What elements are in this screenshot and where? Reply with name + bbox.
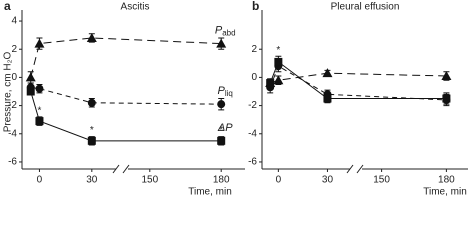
marker — [216, 38, 227, 48]
y-tick-label: 2 — [251, 44, 257, 55]
marker — [322, 68, 333, 78]
panel-letter: a — [4, 0, 11, 13]
marker — [274, 57, 283, 66]
x-tick-label: 180 — [213, 175, 230, 186]
figure: a Ascitis Time, min Pressure, cm H₂O -6 -4 -2 0… — [3, 0, 468, 198]
y-tick-label: -4 — [248, 128, 257, 139]
x-axis-title: Time, min — [423, 187, 467, 198]
x-tick-label: 30 — [86, 175, 98, 186]
series-line — [270, 72, 447, 84]
axis-break — [356, 164, 364, 174]
y-tick-label: -4 — [8, 128, 17, 139]
series-label-sub: abd — [222, 29, 235, 38]
marker — [26, 87, 35, 96]
y-tick-label: 4 — [11, 16, 17, 27]
significance-star: * — [38, 106, 42, 117]
marker — [87, 136, 96, 145]
y-tick-label: 0 — [11, 72, 17, 83]
significance-star: * — [90, 125, 94, 136]
y-tick-label: -2 — [8, 100, 17, 111]
series-line — [30, 86, 222, 105]
marker — [266, 79, 275, 88]
marker — [34, 38, 45, 48]
series-label-name: P — [215, 24, 223, 36]
y-tick-label: 2 — [11, 44, 17, 55]
marker — [35, 84, 44, 93]
series-label-sub: liq — [225, 89, 233, 98]
panel-title: Pleural effusion — [331, 2, 400, 13]
page: a Ascitis Time, min Pressure, cm H₂O -6 -4 -2 0… — [2, 0, 468, 198]
axis-break — [122, 164, 130, 174]
marker — [273, 75, 284, 85]
x-tick-label: 150 — [373, 175, 390, 186]
series-label: Pliq — [218, 85, 233, 98]
marker — [217, 100, 226, 109]
marker — [86, 32, 97, 42]
marker — [217, 136, 226, 145]
x-tick-label: 30 — [322, 175, 334, 186]
marker — [441, 71, 452, 80]
marker — [323, 94, 332, 103]
panel-title: Ascitis — [121, 2, 150, 13]
x-axis-title: Time, min — [188, 187, 232, 198]
marker — [25, 72, 36, 82]
y-tick-label: -6 — [8, 157, 17, 168]
marker — [87, 98, 96, 107]
series-label-name: ΔP — [217, 122, 233, 134]
panel-letter: b — [252, 0, 259, 13]
significance-star: * — [276, 45, 280, 56]
y-tick-label: -2 — [248, 100, 257, 111]
series-label-name: P — [218, 85, 226, 97]
series-line — [269, 61, 447, 100]
x-tick-label: 0 — [37, 175, 43, 186]
y-tick-label: -6 — [248, 157, 257, 168]
series-line — [30, 37, 222, 78]
y-tick-label: 0 — [251, 72, 257, 83]
marker — [35, 117, 44, 126]
series-label: Pabd — [215, 24, 236, 37]
x-tick-label: 180 — [438, 175, 455, 186]
y-axis-title: Pressure, cm H₂O — [3, 51, 14, 132]
marker — [442, 94, 451, 103]
axis-break — [346, 164, 354, 174]
series-line — [30, 91, 222, 142]
series-line — [269, 65, 447, 101]
series-label: ΔP — [217, 122, 233, 134]
significance-star: * — [219, 125, 223, 136]
x-tick-label: 0 — [276, 175, 282, 186]
axis-break — [112, 164, 120, 174]
x-tick-label: 150 — [141, 175, 158, 186]
